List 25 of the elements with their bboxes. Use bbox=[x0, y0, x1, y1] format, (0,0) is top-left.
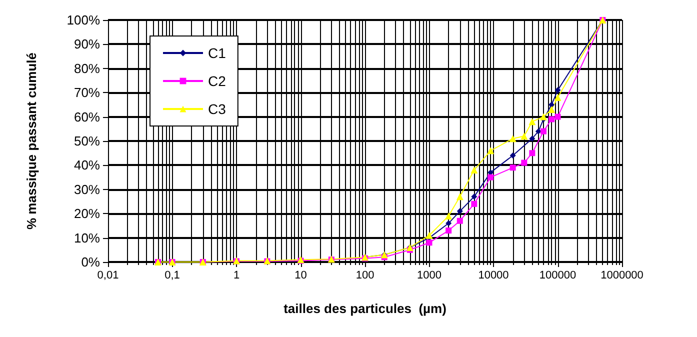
y-tick-label: 90% bbox=[74, 36, 100, 52]
x-tick-label: 0,1 bbox=[164, 270, 180, 282]
y-tick-label: 60% bbox=[74, 109, 100, 124]
x-tick-label: 10 bbox=[294, 270, 307, 282]
y-axis-title: % massique passant cumulé bbox=[24, 52, 39, 230]
x-tick-label: 100 bbox=[356, 270, 374, 282]
y-tick-label: 10% bbox=[74, 230, 100, 246]
y-tick-label: 30% bbox=[74, 182, 100, 197]
legend-label: C1 bbox=[208, 45, 226, 61]
legend-label: C2 bbox=[208, 73, 226, 89]
x-tick-label: 1000 bbox=[417, 270, 442, 282]
x-tick-label: 100000 bbox=[539, 270, 576, 282]
y-tick-label: 70% bbox=[74, 85, 100, 100]
y-tick-label: 100% bbox=[66, 12, 100, 28]
y-tick-label: 0% bbox=[81, 254, 100, 270]
y-tick-label: 50% bbox=[74, 134, 100, 148]
x-tick-label: 0,01 bbox=[97, 270, 119, 282]
legend-label: C3 bbox=[208, 101, 226, 117]
y-tick-label: 40% bbox=[74, 158, 100, 173]
y-tick-label: 20% bbox=[74, 206, 100, 222]
x-tick-label: 1000000 bbox=[600, 270, 644, 282]
x-tick-label: 1 bbox=[233, 270, 240, 282]
y-tick-label: 80% bbox=[74, 60, 100, 76]
x-axis-title: tailles des particules (µm) bbox=[284, 301, 446, 316]
x-tick-label: 10000 bbox=[478, 270, 509, 282]
